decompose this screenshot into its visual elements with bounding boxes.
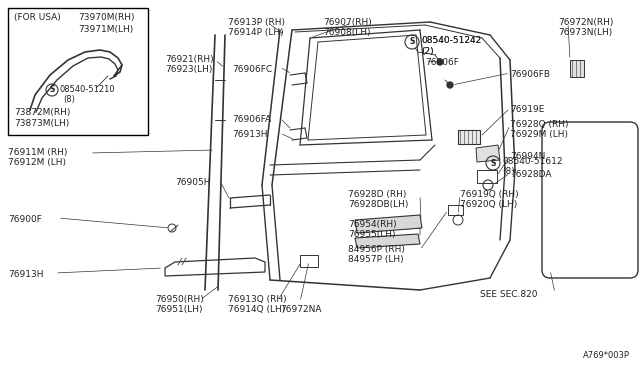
Text: (FOR USA): (FOR USA) (14, 13, 61, 22)
Circle shape (447, 82, 453, 88)
Text: 76913H: 76913H (232, 130, 268, 139)
Text: 76914Q (LH): 76914Q (LH) (228, 305, 285, 314)
Text: 76929M (LH): 76929M (LH) (510, 130, 568, 139)
Text: 76920Q (LH): 76920Q (LH) (460, 200, 517, 209)
Text: 76955(LH): 76955(LH) (348, 230, 396, 239)
Text: 76972NA: 76972NA (280, 305, 321, 314)
Text: 76928DB(LH): 76928DB(LH) (348, 200, 408, 209)
Circle shape (437, 59, 443, 65)
Text: 73971M(LH): 73971M(LH) (78, 25, 133, 34)
Text: 08540-51242: 08540-51242 (421, 36, 481, 45)
Text: 76913H: 76913H (8, 270, 44, 279)
Text: 76954(RH): 76954(RH) (348, 220, 397, 229)
Text: 84957P (LH): 84957P (LH) (348, 255, 404, 264)
Text: 76928Q (RH): 76928Q (RH) (510, 120, 568, 129)
Text: SEE SEC.820: SEE SEC.820 (480, 290, 538, 299)
FancyBboxPatch shape (542, 122, 638, 278)
Text: (8): (8) (63, 95, 75, 104)
Text: 76923(LH): 76923(LH) (165, 65, 212, 74)
Text: S: S (49, 86, 54, 94)
Text: 73872M(RH): 73872M(RH) (14, 108, 70, 117)
Text: S: S (410, 38, 415, 46)
Polygon shape (165, 258, 265, 276)
Polygon shape (355, 215, 422, 233)
Text: 76908(LH): 76908(LH) (323, 28, 371, 37)
Text: 76919E: 76919E (510, 105, 545, 114)
Text: 76973N(LH): 76973N(LH) (558, 28, 612, 37)
Text: 76906F: 76906F (425, 58, 459, 67)
Text: 76951(LH): 76951(LH) (155, 305, 202, 314)
Text: 76911M (RH): 76911M (RH) (8, 148, 67, 157)
Bar (477, 170, 497, 183)
Text: 76919Q (RH): 76919Q (RH) (460, 190, 518, 199)
Text: 76994N: 76994N (510, 152, 545, 161)
Text: 76907(RH): 76907(RH) (323, 18, 372, 27)
Text: 76928D (RH): 76928D (RH) (348, 190, 406, 199)
Bar (8, 8, 148, 135)
Text: (2): (2) (421, 47, 434, 56)
Bar (300, 255, 318, 267)
Text: 73873M(LH): 73873M(LH) (14, 119, 69, 128)
Text: 08540-51612: 08540-51612 (502, 157, 563, 166)
Text: (2): (2) (421, 47, 434, 56)
Text: 84956P (RH): 84956P (RH) (348, 245, 405, 254)
Text: 73970M(RH): 73970M(RH) (78, 13, 134, 22)
Text: 76900F: 76900F (8, 215, 42, 224)
Text: 76950(RH): 76950(RH) (155, 295, 204, 304)
Text: 76913Q (RH): 76913Q (RH) (228, 295, 287, 304)
Bar (458, 130, 480, 144)
Bar (448, 205, 463, 215)
Text: A769*003P: A769*003P (583, 351, 630, 360)
Text: S: S (490, 158, 496, 167)
Text: 76906FC: 76906FC (232, 65, 272, 74)
Text: 76972N(RH): 76972N(RH) (558, 18, 613, 27)
Text: 76913P (RH): 76913P (RH) (228, 18, 285, 27)
Text: 76914P (LH): 76914P (LH) (228, 28, 284, 37)
Text: 08540-51242: 08540-51242 (421, 36, 481, 45)
Text: 76912M (LH): 76912M (LH) (8, 158, 66, 167)
Text: 76905H: 76905H (175, 178, 211, 187)
Text: (8): (8) (502, 167, 515, 176)
Bar (570, 60, 584, 77)
Polygon shape (476, 145, 500, 162)
Polygon shape (355, 234, 420, 248)
Text: 76906FA: 76906FA (232, 115, 271, 124)
Text: 08540-51210: 08540-51210 (60, 85, 116, 94)
Text: 76906FB: 76906FB (510, 70, 550, 79)
Text: 76928DA: 76928DA (510, 170, 552, 179)
Text: 76921(RH): 76921(RH) (165, 55, 214, 64)
